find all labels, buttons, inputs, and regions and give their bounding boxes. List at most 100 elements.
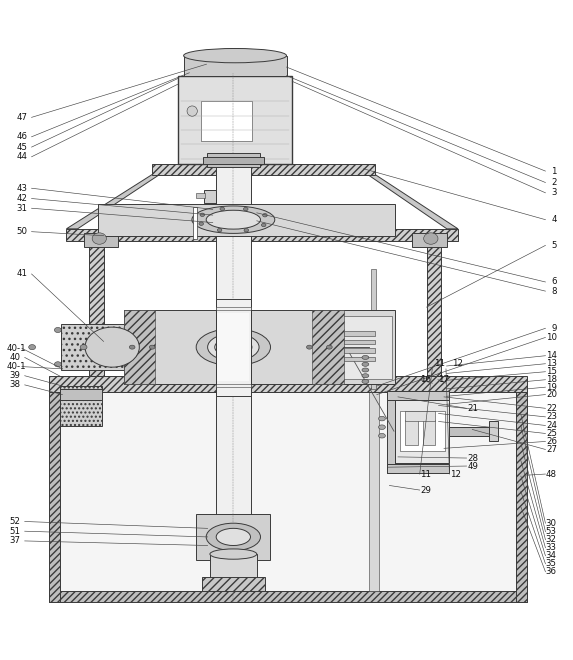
Bar xyxy=(395,400,449,463)
Bar xyxy=(387,391,449,400)
Text: 26: 26 xyxy=(546,437,557,446)
Text: 32: 32 xyxy=(546,535,557,544)
Text: 40: 40 xyxy=(9,353,20,362)
Bar xyxy=(405,411,435,422)
Ellipse shape xyxy=(261,223,266,226)
Bar xyxy=(60,392,516,591)
Ellipse shape xyxy=(362,356,369,360)
Bar xyxy=(516,381,527,601)
Text: 4: 4 xyxy=(551,215,557,224)
Bar xyxy=(215,384,251,387)
Text: 19: 19 xyxy=(546,383,557,391)
Ellipse shape xyxy=(29,345,36,350)
Text: 2: 2 xyxy=(551,178,557,187)
Bar xyxy=(215,307,251,310)
Ellipse shape xyxy=(129,345,135,349)
Bar xyxy=(371,269,376,389)
Bar xyxy=(49,381,60,601)
Text: 28: 28 xyxy=(467,453,478,463)
Text: 24: 24 xyxy=(546,421,557,430)
Bar xyxy=(207,153,260,167)
Text: 39: 39 xyxy=(9,371,20,380)
Text: 11: 11 xyxy=(420,469,431,478)
Text: 25: 25 xyxy=(546,429,557,438)
Bar xyxy=(344,357,375,362)
Ellipse shape xyxy=(54,327,61,333)
Text: 44: 44 xyxy=(16,152,27,161)
Text: 27: 27 xyxy=(546,445,557,454)
Bar xyxy=(203,157,264,164)
Ellipse shape xyxy=(54,362,61,367)
Ellipse shape xyxy=(217,228,222,232)
Text: 48: 48 xyxy=(546,469,557,478)
Text: 33: 33 xyxy=(546,543,557,552)
Ellipse shape xyxy=(423,233,438,244)
Text: 42: 42 xyxy=(16,194,27,203)
Text: 49: 49 xyxy=(467,461,478,471)
Ellipse shape xyxy=(244,207,248,211)
Text: 29: 29 xyxy=(420,486,431,494)
Bar xyxy=(124,310,344,384)
Ellipse shape xyxy=(207,333,259,361)
Ellipse shape xyxy=(187,106,197,116)
Bar xyxy=(344,340,375,345)
Bar xyxy=(49,591,527,601)
Bar xyxy=(405,420,418,446)
Polygon shape xyxy=(368,174,458,229)
Text: 30: 30 xyxy=(546,519,557,528)
Bar xyxy=(60,386,103,426)
Polygon shape xyxy=(66,174,160,229)
Bar xyxy=(60,389,103,401)
Text: 18: 18 xyxy=(546,376,557,384)
Text: 6: 6 xyxy=(551,277,557,286)
Ellipse shape xyxy=(362,374,369,378)
Bar xyxy=(98,204,395,236)
Text: 22: 22 xyxy=(546,404,557,412)
Ellipse shape xyxy=(244,228,249,232)
Text: 3: 3 xyxy=(551,188,557,197)
Ellipse shape xyxy=(162,327,305,367)
Bar xyxy=(195,193,205,198)
Bar xyxy=(204,190,215,203)
Text: 21: 21 xyxy=(467,404,478,412)
Ellipse shape xyxy=(379,416,386,421)
Bar xyxy=(84,233,118,247)
Bar xyxy=(489,421,498,442)
Bar xyxy=(201,102,252,141)
Bar xyxy=(422,420,435,446)
Ellipse shape xyxy=(206,523,261,550)
Bar xyxy=(217,313,249,381)
Text: 40-1: 40-1 xyxy=(6,344,26,353)
Ellipse shape xyxy=(216,529,250,546)
Text: 53: 53 xyxy=(546,527,557,537)
Ellipse shape xyxy=(379,434,386,438)
Bar xyxy=(387,400,395,473)
Text: 9: 9 xyxy=(551,324,557,333)
Bar xyxy=(124,310,155,384)
Bar xyxy=(193,207,197,238)
Text: 17: 17 xyxy=(438,376,449,384)
Text: 12: 12 xyxy=(450,469,461,478)
Text: 10: 10 xyxy=(546,333,557,342)
Ellipse shape xyxy=(262,214,267,217)
Bar xyxy=(215,298,251,396)
Bar xyxy=(49,376,527,392)
Ellipse shape xyxy=(379,425,386,430)
Text: 47: 47 xyxy=(16,113,27,122)
Text: 34: 34 xyxy=(546,551,557,560)
Ellipse shape xyxy=(220,207,225,211)
Text: 14: 14 xyxy=(546,351,557,360)
Bar xyxy=(66,229,458,242)
Bar xyxy=(312,310,344,384)
Text: 12: 12 xyxy=(452,359,463,368)
Bar xyxy=(449,426,489,436)
Text: 40-1: 40-1 xyxy=(6,362,26,371)
Bar xyxy=(49,381,527,392)
Bar xyxy=(412,233,446,247)
Ellipse shape xyxy=(196,329,270,366)
Ellipse shape xyxy=(192,206,275,234)
Bar xyxy=(426,242,441,376)
Text: 5: 5 xyxy=(551,241,557,250)
Bar xyxy=(338,315,393,379)
Bar xyxy=(178,76,292,164)
